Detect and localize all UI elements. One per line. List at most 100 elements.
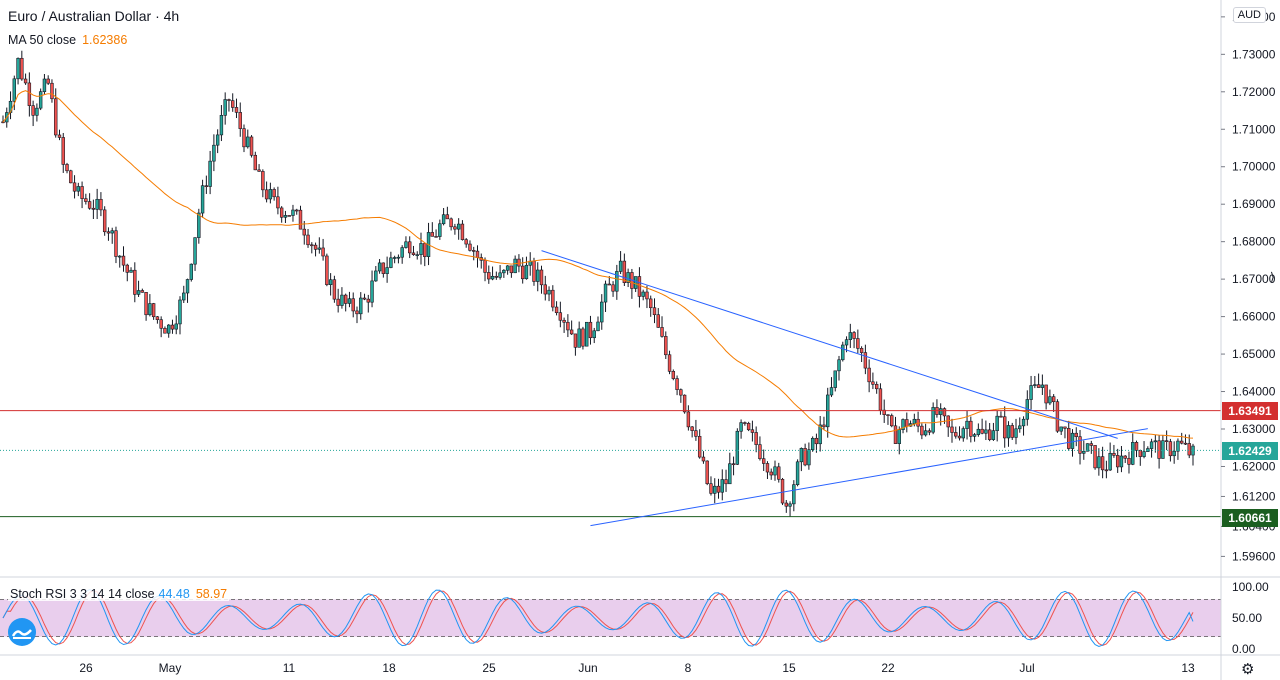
candle-body xyxy=(423,243,427,257)
candle-body xyxy=(31,105,35,116)
candle-body xyxy=(204,185,209,188)
candle-body xyxy=(1044,384,1048,404)
stoch-rsi-band xyxy=(0,599,1221,637)
candle-body xyxy=(769,471,773,476)
candle-body xyxy=(200,185,205,214)
stoch-rsi-d-line xyxy=(2,590,1194,646)
candle-body xyxy=(242,128,246,148)
candle-body xyxy=(596,321,600,332)
candle-body xyxy=(313,244,318,250)
candle-body xyxy=(246,136,250,148)
x-tick-label: 11 xyxy=(283,661,296,675)
candle-body xyxy=(810,437,815,451)
candle-body xyxy=(652,307,657,316)
candle-body xyxy=(709,483,713,494)
candle-body xyxy=(1093,445,1097,469)
candle-body xyxy=(163,327,167,334)
candle-body xyxy=(1036,384,1041,388)
candle-body xyxy=(1021,418,1026,427)
candle-body xyxy=(208,160,212,187)
candle-body xyxy=(1040,384,1045,388)
y-tick-label: 1.65000 xyxy=(1232,347,1276,361)
candle-body xyxy=(415,254,419,256)
candle-body xyxy=(788,503,792,507)
candle-body xyxy=(739,422,743,432)
candle-body xyxy=(976,428,981,435)
tradingview-logo-icon[interactable] xyxy=(8,618,36,646)
candle-body xyxy=(343,294,348,304)
candle-body xyxy=(1149,441,1154,449)
ma-label: MA 50 close xyxy=(8,33,77,47)
candle-body xyxy=(897,429,901,444)
candle-body xyxy=(1187,443,1191,456)
resize-handle-icon[interactable]: ⟩ xyxy=(1270,270,1275,284)
candle-body xyxy=(475,250,480,258)
candle-body xyxy=(1180,440,1184,444)
candle-body xyxy=(238,112,242,129)
candle-body xyxy=(686,411,691,428)
candle-body xyxy=(321,247,325,257)
gear-icon[interactable]: ⚙ xyxy=(1241,661,1255,678)
candle-body xyxy=(261,171,265,191)
candle-body xyxy=(366,298,370,303)
candle-body xyxy=(249,136,254,156)
candle-body xyxy=(829,387,834,396)
candle-body xyxy=(795,461,800,485)
candle-body xyxy=(72,182,77,192)
candle-body xyxy=(114,230,118,257)
candle-body xyxy=(69,170,73,184)
y-tick-label: 1.61200 xyxy=(1232,489,1276,503)
candle-body xyxy=(129,269,133,273)
y-tick-label: 1.59600 xyxy=(1232,549,1276,563)
candle-body xyxy=(389,257,393,268)
candle-body xyxy=(460,223,465,240)
candle-body xyxy=(942,408,947,417)
currency-badge[interactable]: AUD xyxy=(1232,7,1266,23)
candle-body xyxy=(841,344,845,361)
candle-body xyxy=(1119,455,1124,468)
candle-body xyxy=(148,303,152,316)
stoch-rsi-legend: Stoch RSI 3 3 14 14 close 44.48 58.97 xyxy=(8,587,230,601)
candle-body xyxy=(626,272,630,283)
candle-body xyxy=(671,371,676,379)
x-tick-label: Jul xyxy=(1019,661,1034,675)
candle-body xyxy=(735,430,740,465)
candle-body xyxy=(848,332,853,340)
stoch-rsi-k-line xyxy=(2,588,1194,648)
stoch-rsi-tick-label: 0.00 xyxy=(1232,642,1256,656)
candle-body xyxy=(905,419,909,427)
candle-body xyxy=(758,444,762,460)
x-tick-label: Jun xyxy=(578,661,597,675)
candle-body xyxy=(878,388,883,411)
candle-body xyxy=(822,424,826,428)
candle-body xyxy=(505,265,510,271)
candle-body xyxy=(938,408,943,415)
candle-body xyxy=(664,336,668,356)
candle-body xyxy=(23,78,28,84)
candle-body xyxy=(494,275,499,278)
candle-body xyxy=(611,284,615,292)
main-pane xyxy=(0,50,1221,527)
candle-body xyxy=(502,269,506,274)
candle-body xyxy=(381,262,386,274)
ascending-trendline xyxy=(590,428,1148,527)
candle-body xyxy=(231,100,235,108)
candle-body xyxy=(396,256,401,259)
descending-trendline xyxy=(541,250,1118,439)
candle-body xyxy=(411,252,416,255)
candle-body xyxy=(370,280,374,303)
candle-body xyxy=(1055,401,1060,432)
candle-body xyxy=(99,198,103,211)
candle-body xyxy=(332,279,337,300)
candle-body xyxy=(449,218,453,228)
candle-body xyxy=(607,283,611,286)
candle-body xyxy=(456,223,461,230)
candle-body xyxy=(803,448,807,466)
candle-body xyxy=(901,419,905,430)
candle-body xyxy=(980,428,984,434)
y-tick-label: 1.69000 xyxy=(1232,197,1276,211)
candle-body xyxy=(347,298,352,304)
y-tick-label: 1.67000 xyxy=(1232,272,1276,286)
candle-body xyxy=(633,276,638,289)
